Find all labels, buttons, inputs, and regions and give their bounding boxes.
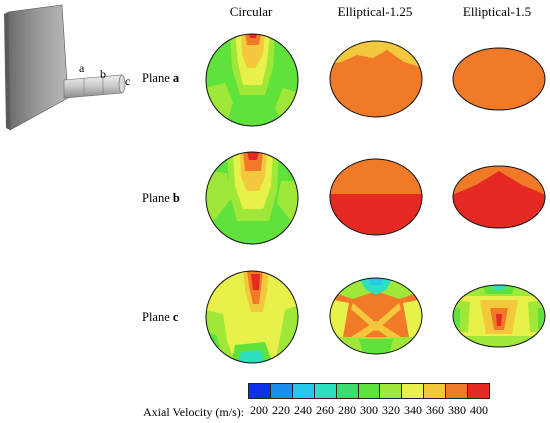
column-label-elliptical-1-25: Elliptical-1.25 <box>337 4 413 19</box>
legend-tick-label: 360 <box>426 403 444 417</box>
legend-tick-label: 300 <box>360 403 378 417</box>
plate-shape <box>7 4 69 131</box>
plane-label-b: Plane b <box>142 191 180 205</box>
contour-circular-plane-c <box>205 270 299 364</box>
legend-tick-label: 260 <box>316 403 334 417</box>
legend-swatch <box>314 384 337 398</box>
geometry-sketch: a b c <box>0 0 140 140</box>
legend-swatch <box>292 384 315 398</box>
legend-tick-label: 240 <box>294 403 312 417</box>
legend-title: Axial Velocity (m/s): <box>143 405 245 419</box>
nozzle-marker-a: a <box>79 61 85 75</box>
nozzle-marker-b: b <box>100 67 106 81</box>
legend-ticks: 200 220 240 260 280 300 320 340 360 380 400 <box>248 403 490 417</box>
legend-swatch <box>358 384 381 398</box>
contour-elliptical-1-5-plane-c <box>452 284 546 348</box>
column-label-circular: Circular <box>229 4 273 19</box>
nozzle-marker-c: c <box>125 74 131 88</box>
legend-swatch <box>402 384 425 398</box>
legend-swatch <box>270 384 293 398</box>
legend-swatch <box>468 384 489 398</box>
legend-color-bar <box>248 383 490 399</box>
legend-tick-label: 400 <box>470 403 488 417</box>
legend-swatch <box>424 384 447 398</box>
legend-tick-label: 200 <box>250 403 268 417</box>
legend-swatch <box>380 384 403 398</box>
plane-label-c: Plane c <box>142 310 179 324</box>
contour-elliptical-1-25-plane-b <box>329 158 423 236</box>
legend-tick-label: 340 <box>404 403 422 417</box>
legend-swatch <box>446 384 469 398</box>
contour-elliptical-1-25-plane-a <box>329 40 423 118</box>
contour-elliptical-1-25-plane-c <box>329 277 423 355</box>
legend-tick-label: 380 <box>448 403 466 417</box>
contour-elliptical-1-5-plane-b <box>452 165 546 229</box>
legend-tick-label: 220 <box>272 403 290 417</box>
legend-swatch <box>336 384 359 398</box>
legend-tick-label: 280 <box>338 403 356 417</box>
contour-elliptical-1-5-plane-a <box>452 47 546 111</box>
legend-swatch <box>249 384 271 398</box>
nozzle-pipe <box>63 74 123 99</box>
column-label-elliptical-1-5: Elliptical-1.5 <box>462 4 532 19</box>
plane-label-a: Plane a <box>142 71 180 85</box>
legend-tick-label: 320 <box>382 403 400 417</box>
contour-circular-plane-a <box>205 33 299 127</box>
contour-circular-plane-b <box>205 151 299 245</box>
